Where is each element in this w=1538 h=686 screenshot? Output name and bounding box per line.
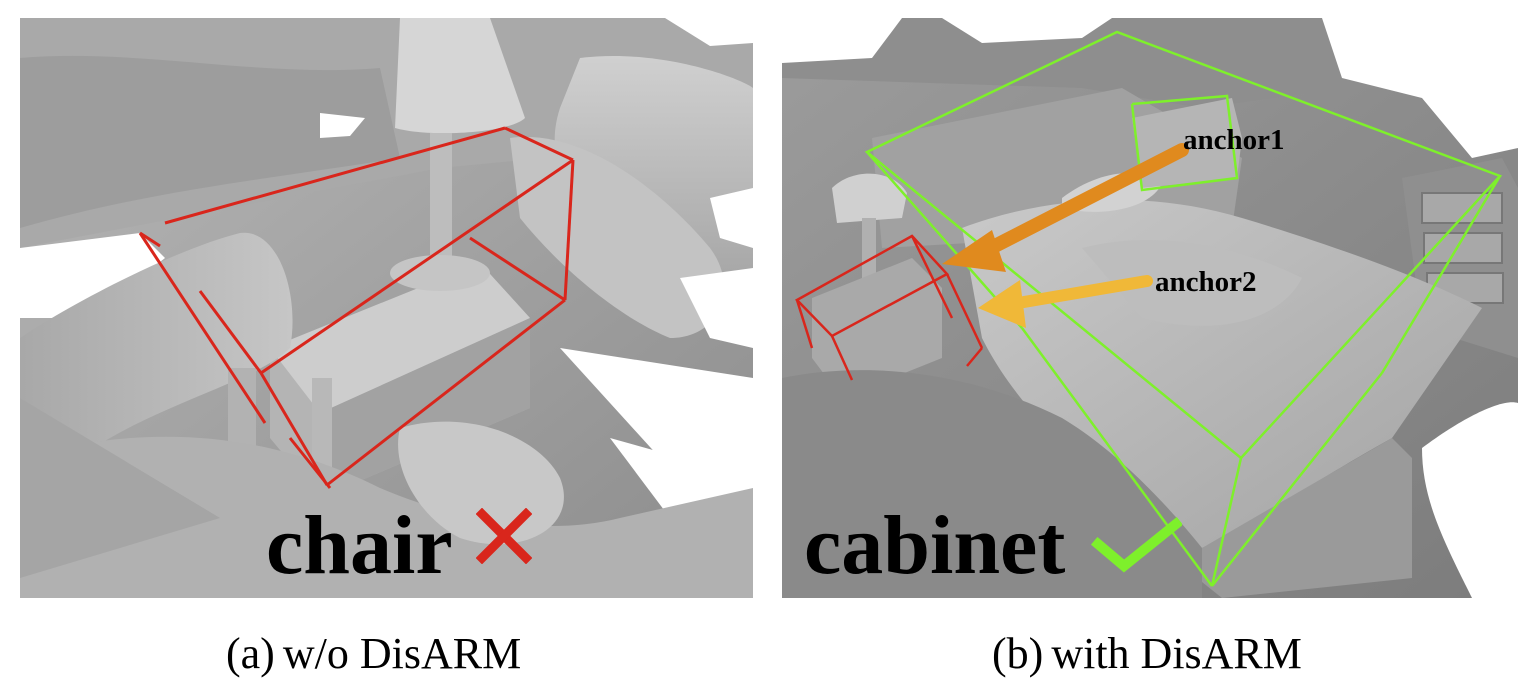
anchor2-arrow bbox=[978, 275, 1153, 328]
red-bounding-box bbox=[794, 234, 984, 381]
anchor1-label: anchor1 bbox=[1183, 124, 1285, 156]
anchor1-arrow bbox=[942, 143, 1189, 272]
caption-a: (a) w/o DisARM bbox=[226, 632, 521, 676]
caption-a-text: w/o DisARM bbox=[282, 629, 522, 678]
panel-without-disarm: chair bbox=[20, 18, 753, 598]
caption-b: (b) with DisARM bbox=[992, 632, 1302, 676]
caption-a-tag: (a) bbox=[226, 629, 275, 678]
caption-b-text: with DisARM bbox=[1051, 629, 1302, 678]
red-bounding-box bbox=[138, 126, 575, 489]
green-anchor-box bbox=[864, 30, 1503, 587]
panel-with-disarm: anchor1 anchor2 cabinet bbox=[782, 18, 1518, 598]
scene-render-bedroom-b bbox=[782, 18, 1518, 598]
check-icon bbox=[1090, 516, 1182, 573]
caption-b-tag: (b) bbox=[992, 629, 1044, 678]
anchor2-label: anchor2 bbox=[1155, 266, 1257, 298]
predicted-label-cabinet: cabinet bbox=[804, 499, 1066, 592]
predicted-label-chair: chair bbox=[266, 499, 453, 592]
scene-render-bedroom-a bbox=[20, 18, 753, 598]
cross-icon bbox=[476, 508, 532, 564]
